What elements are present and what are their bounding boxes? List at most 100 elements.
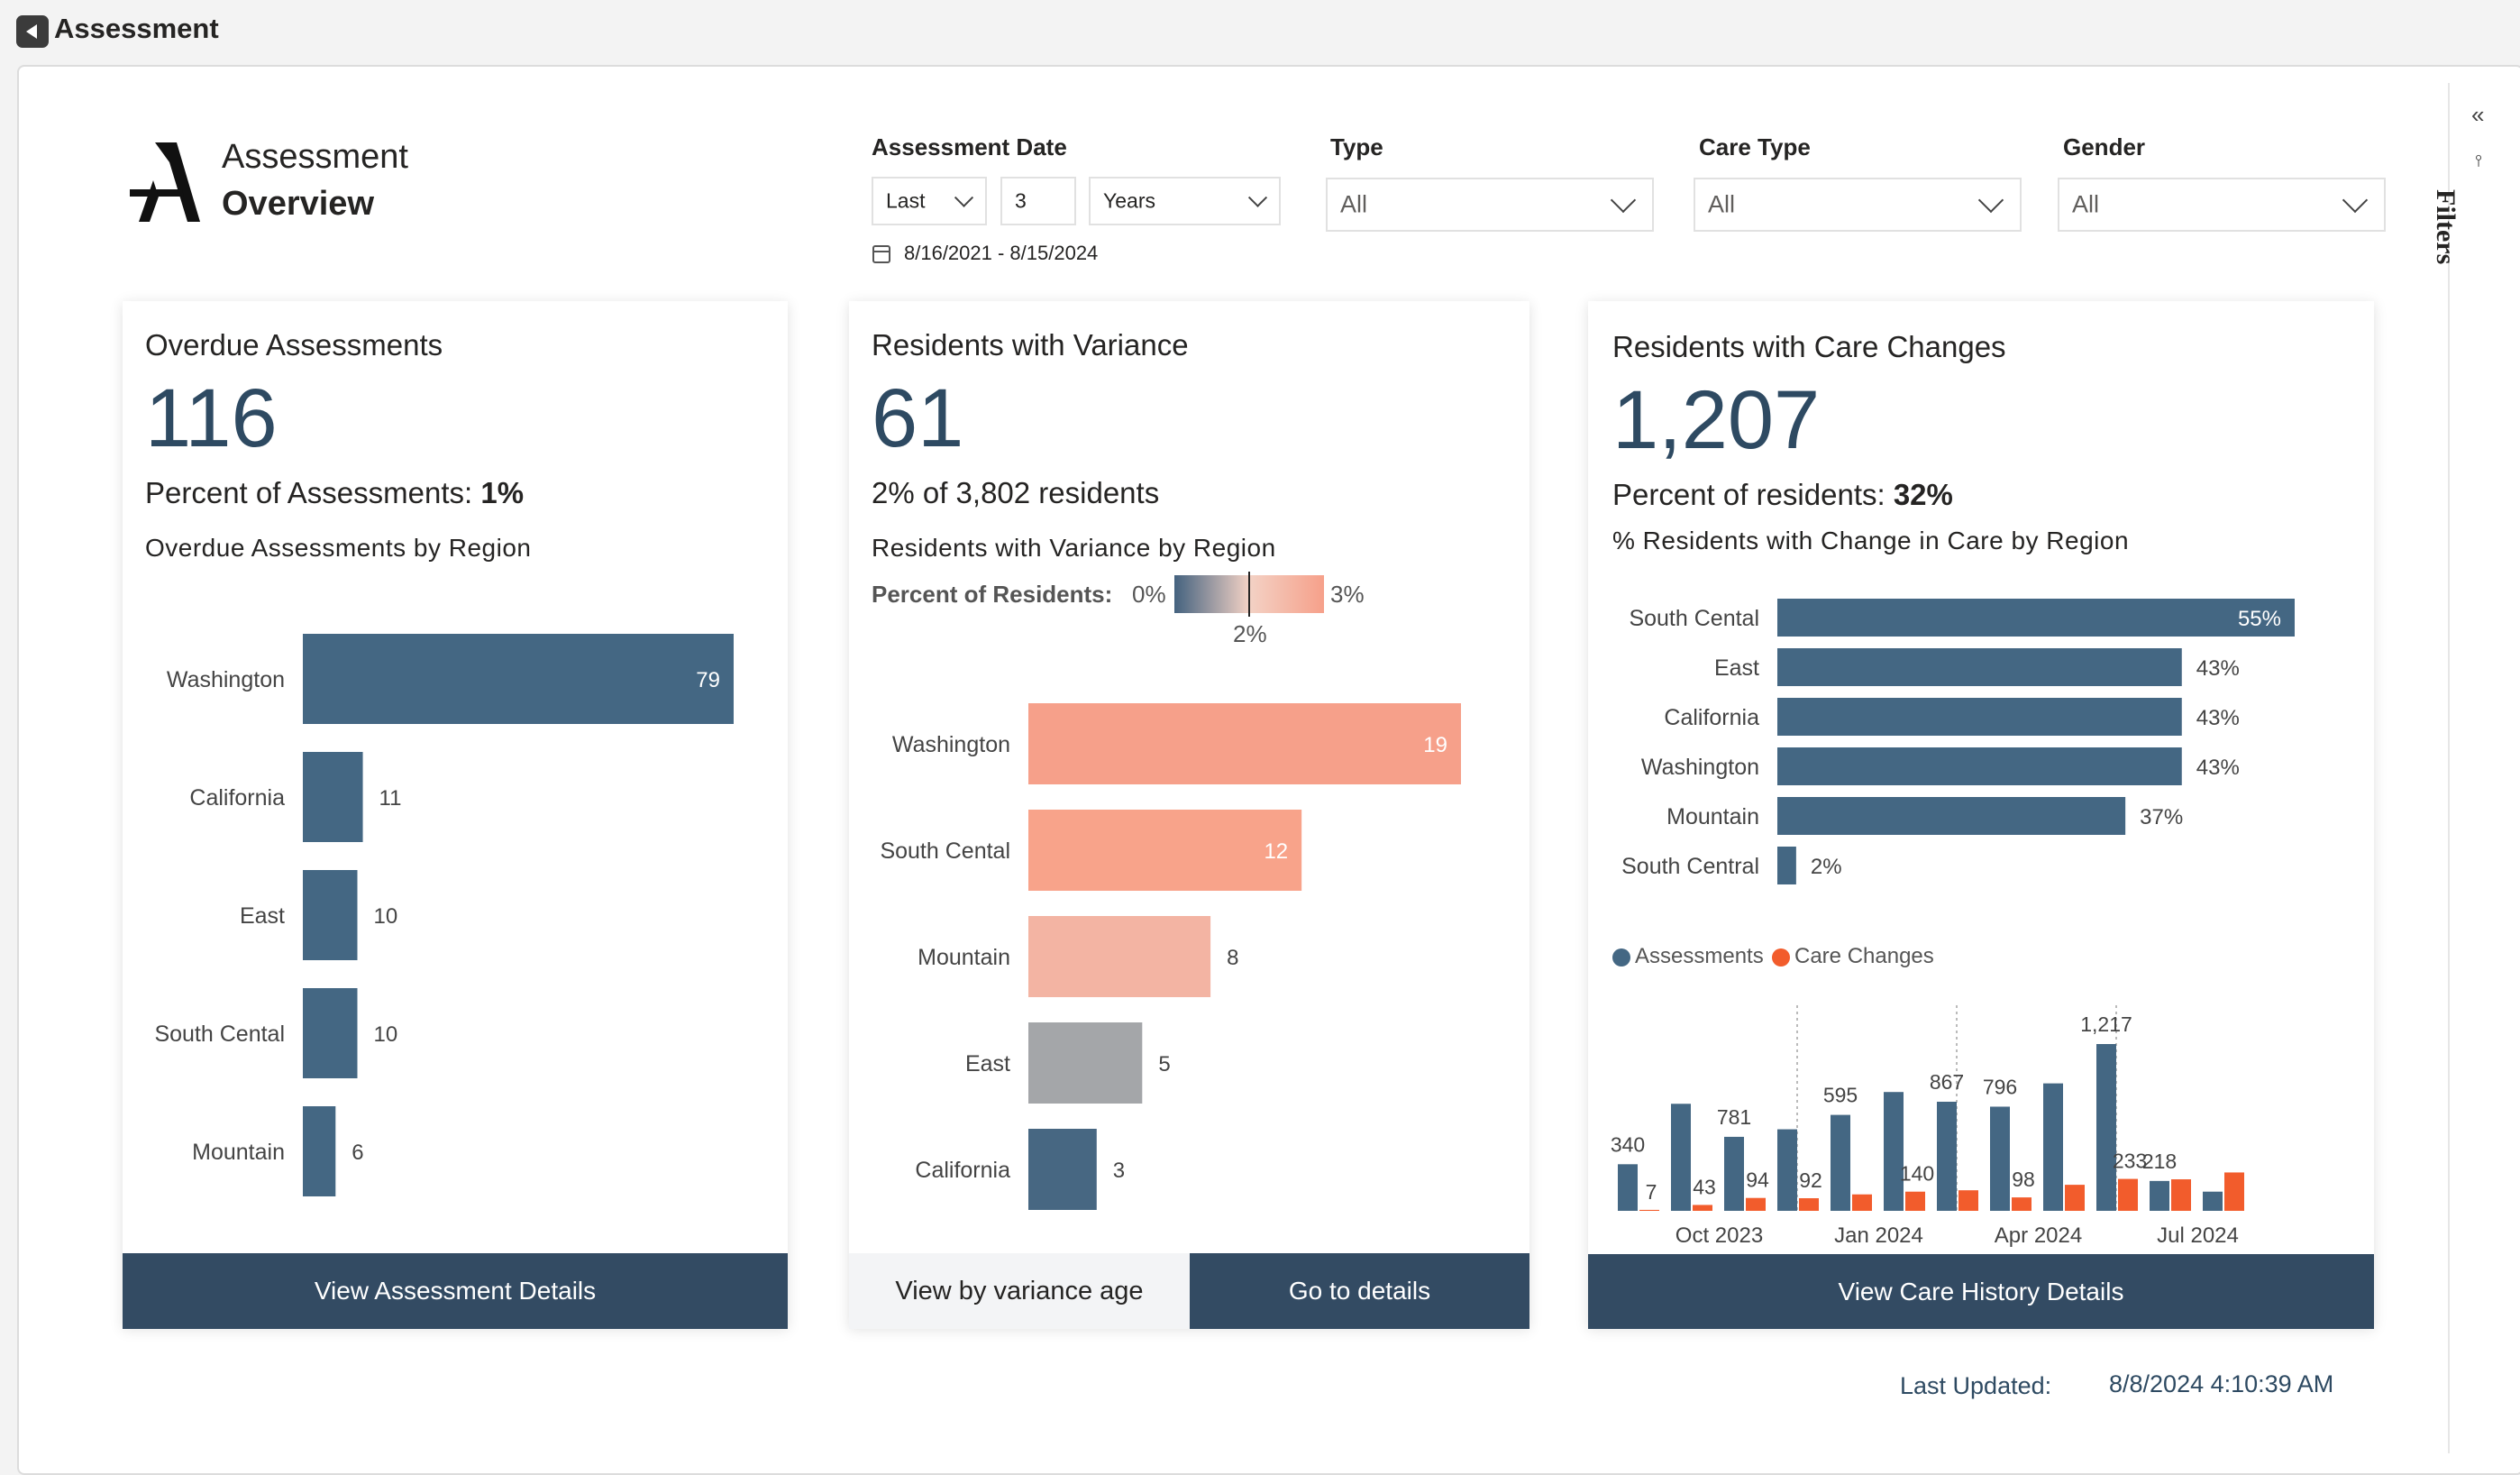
bar bbox=[1777, 648, 2182, 686]
assessments-bar bbox=[2203, 1191, 2223, 1211]
assessments-bar bbox=[1831, 1114, 1850, 1211]
x-tick-label: Jan 2024 bbox=[1834, 1223, 1923, 1248]
chart-title: Residents with Variance by Region bbox=[872, 534, 1276, 562]
bar-category-label: South Cental bbox=[1629, 606, 1759, 631]
care-changes-data-label: 98 bbox=[2012, 1168, 2035, 1191]
bar-value-label: 43% bbox=[2196, 756, 2240, 780]
variance-by-region-chart: Washington 19 South Cental 12 Mountain 8 East 5… bbox=[880, 703, 1461, 1210]
bar-value-label: 37% bbox=[2140, 805, 2183, 829]
filter-funnel-icon: ⫯ bbox=[2475, 151, 2482, 169]
filters-pane-border bbox=[2448, 83, 2450, 1453]
page-title-line2: Overview bbox=[222, 185, 374, 223]
assessments-bar bbox=[1937, 1101, 1957, 1211]
assessments-bar bbox=[1618, 1164, 1638, 1211]
chevron-down-icon bbox=[954, 188, 974, 207]
legend-label: Percent of Residents: bbox=[872, 581, 1113, 608]
bar-value-label: 10 bbox=[374, 1022, 398, 1047]
bar bbox=[303, 870, 358, 960]
care-changes-bar bbox=[2012, 1197, 2032, 1211]
bar bbox=[1028, 1129, 1097, 1210]
bar-category-label: South Central bbox=[1621, 854, 1759, 879]
last-updated-value: 8/8/2024 4:10:39 AM bbox=[2109, 1370, 2334, 1397]
date-unit-dropdown[interactable]: Years bbox=[1089, 177, 1281, 225]
bar-category-label: East bbox=[1714, 655, 1759, 681]
bar-value-label: 11 bbox=[379, 786, 402, 811]
assessments-data-label: 340 bbox=[1611, 1132, 1645, 1156]
legend-min: 0% bbox=[1132, 581, 1166, 608]
bar-value-label: 12 bbox=[1264, 839, 1288, 864]
bar-category-label: California bbox=[915, 1158, 1010, 1183]
assessments-bar bbox=[2043, 1083, 2063, 1211]
kpi-value: 61 bbox=[872, 372, 964, 464]
date-range-text: 8/16/2021 - 8/15/2024 bbox=[904, 242, 1099, 264]
assessments-bar bbox=[1724, 1136, 1744, 1211]
bar-value-label: 10 bbox=[374, 904, 398, 929]
bar-value-label: 43% bbox=[2196, 656, 2240, 681]
overdue-by-region-chart: Washington 79 California 11 East 10 South Cent… bbox=[154, 634, 734, 1196]
bar-value-label: 8 bbox=[1227, 946, 1238, 970]
care-changes-data-label: 43 bbox=[1693, 1175, 1716, 1198]
chart-title: % Residents with Change in Care by Regio… bbox=[1612, 527, 2130, 554]
bar bbox=[1028, 916, 1211, 997]
bar bbox=[1777, 847, 1796, 884]
assessments-bar bbox=[2150, 1180, 2169, 1211]
calendar-icon bbox=[872, 245, 890, 263]
go-to-details-button[interactable]: Go to details bbox=[1190, 1253, 1529, 1329]
bar-category-label: East bbox=[965, 1051, 1010, 1076]
care-changes-data-label: 92 bbox=[1799, 1168, 1822, 1192]
collapse-pane-icon[interactable]: « bbox=[2471, 101, 2485, 128]
last-updated-label: Last Updated: bbox=[1900, 1372, 2052, 1399]
page-title-line1: Assessment bbox=[222, 138, 408, 176]
date-period-dropdown[interactable]: Last bbox=[872, 177, 987, 225]
type-dropdown[interactable]: All bbox=[1326, 178, 1654, 232]
bar bbox=[1777, 797, 2126, 835]
bar bbox=[1777, 599, 2295, 637]
type-filter-label: Type bbox=[1330, 133, 1383, 160]
assessments-bar bbox=[1671, 1104, 1691, 1211]
legend-assessments-dot bbox=[1612, 948, 1630, 967]
bar-category-label: Mountain bbox=[192, 1140, 285, 1165]
brand-logo-icon bbox=[130, 142, 200, 222]
care-changes-data-label: 140 bbox=[1900, 1162, 1934, 1186]
bar-category-label: Mountain bbox=[918, 945, 1010, 970]
overdue-assessments-card bbox=[123, 301, 788, 1328]
gender-dropdown[interactable]: All bbox=[2058, 178, 2386, 232]
view-care-history-details-button[interactable]: View Care History Details bbox=[1588, 1254, 2374, 1329]
assessments-data-label: 796 bbox=[1983, 1075, 2017, 1098]
legend-midpoint-marker bbox=[1248, 572, 1250, 617]
care-changes-bar bbox=[2065, 1185, 2085, 1211]
care-changes-bar bbox=[1958, 1190, 1978, 1211]
bar-value-label: 2% bbox=[1811, 855, 1842, 879]
view-assessment-details-button[interactable]: View Assessment Details bbox=[123, 1253, 788, 1329]
filters-pane-label[interactable]: Filters bbox=[2431, 189, 2461, 265]
care-changes-data-label: 94 bbox=[1746, 1168, 1769, 1192]
care-changes-bar bbox=[1799, 1198, 1819, 1211]
legend-care-changes-dot bbox=[1772, 948, 1790, 967]
view-by-variance-age-button[interactable]: View by variance age bbox=[849, 1253, 1190, 1329]
care-changes-bar bbox=[1905, 1191, 1925, 1211]
bar bbox=[1028, 1022, 1143, 1104]
chevron-down-icon bbox=[1247, 188, 1268, 207]
bar-category-label: California bbox=[189, 785, 285, 811]
date-count-input[interactable]: 3 bbox=[1000, 177, 1076, 225]
x-tick-label: Jul 2024 bbox=[2157, 1223, 2239, 1248]
bar-value-label: 55% bbox=[2238, 607, 2281, 631]
bar-value-label: 79 bbox=[696, 668, 720, 692]
care-type-dropdown[interactable]: All bbox=[1694, 178, 2022, 232]
legend-care-changes-label: Care Changes bbox=[1794, 944, 1934, 968]
bar-category-label: Washington bbox=[1641, 755, 1759, 780]
bar-value-label: 3 bbox=[1113, 1159, 1125, 1183]
bar-category-label: Washington bbox=[167, 667, 285, 692]
care-changes-bar bbox=[1746, 1197, 1766, 1211]
care-changes-bar bbox=[1852, 1194, 1872, 1211]
assessments-bar bbox=[1990, 1106, 2010, 1211]
bar bbox=[303, 752, 363, 842]
bar bbox=[1777, 698, 2182, 736]
card-title: Residents with Care Changes bbox=[1612, 330, 2006, 363]
chart-title: Overdue Assessments by Region bbox=[145, 534, 532, 562]
back-icon[interactable] bbox=[16, 15, 49, 48]
care-changes-bar bbox=[2224, 1172, 2244, 1211]
x-tick-label: Oct 2023 bbox=[1675, 1223, 1763, 1248]
gender-filter-label: Gender bbox=[2063, 133, 2146, 160]
